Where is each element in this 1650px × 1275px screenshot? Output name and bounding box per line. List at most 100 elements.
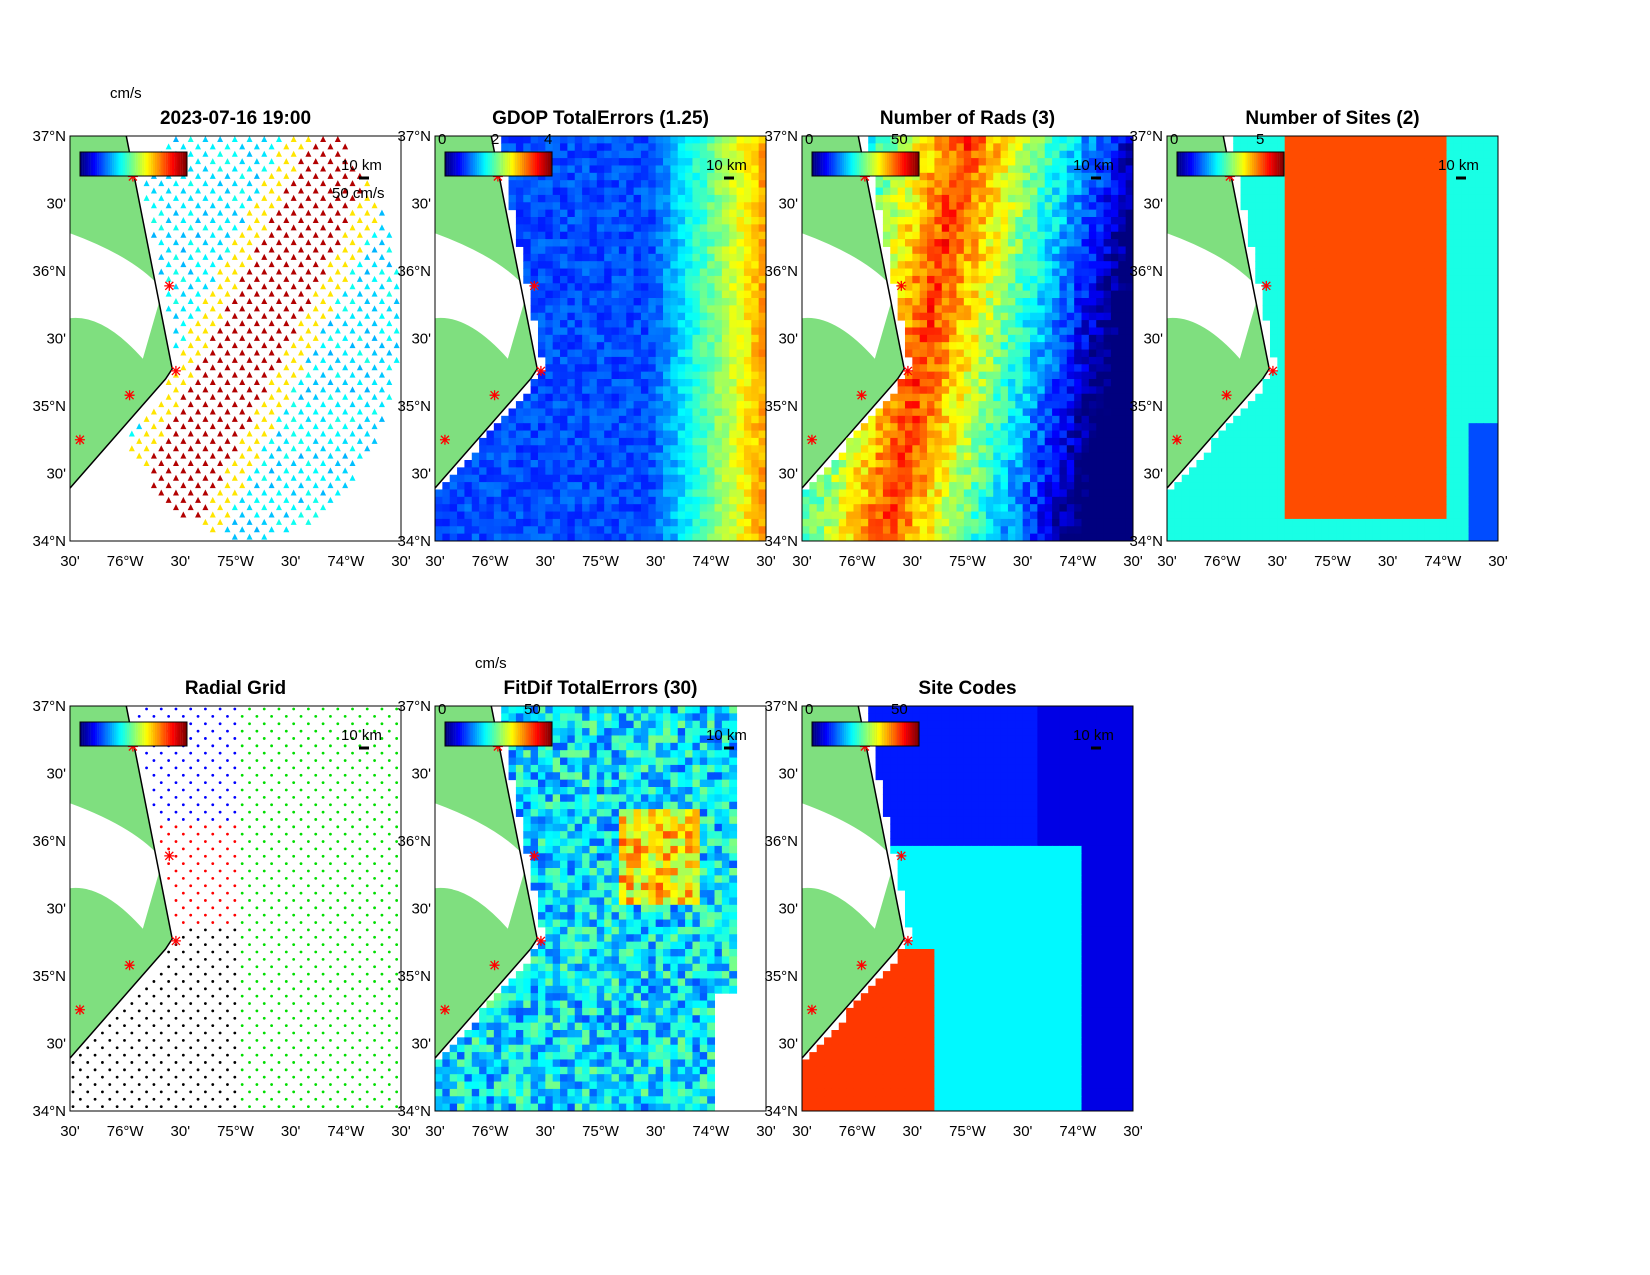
heatmap-cell (574, 187, 583, 196)
heatmap-cell (537, 379, 546, 387)
scale-bar-label: 10 km (1073, 157, 1114, 174)
heatmap-cell (904, 275, 913, 284)
heatmap-cell (758, 408, 766, 417)
heatmap-cell (743, 253, 752, 262)
heatmap-cell (1030, 268, 1038, 277)
heatmap-cell (1292, 150, 1300, 159)
heatmap-cell (714, 415, 723, 424)
heatmap-cell (1007, 408, 1016, 417)
heatmap-cell (699, 379, 708, 387)
heatmap-cell (751, 482, 760, 490)
heatmap-cell (1030, 239, 1038, 247)
current-vector (253, 482, 260, 489)
heatmap-cell (574, 327, 583, 336)
heatmap-cell (618, 312, 627, 321)
heatmap-cell (589, 158, 598, 166)
current-vector (231, 430, 238, 437)
heatmap-cell (1007, 393, 1016, 402)
heatmap-cell (919, 533, 928, 541)
heatmap-cell (985, 327, 994, 336)
current-vector (275, 165, 282, 172)
current-vector (172, 239, 179, 246)
heatmap-cell (721, 217, 730, 225)
heatmap-cell (596, 143, 605, 152)
current-vector (283, 423, 290, 430)
heatmap-cell (589, 379, 598, 387)
heatmap-cell (1088, 504, 1097, 513)
heatmap-cell (1037, 172, 1046, 181)
heatmap-cell (1052, 320, 1060, 328)
current-vector (305, 474, 312, 481)
heatmap-cell (626, 172, 635, 181)
heatmap-cell (758, 246, 766, 255)
current-vector (224, 482, 231, 489)
heatmap-cell (1022, 504, 1031, 513)
current-vector (364, 194, 371, 201)
heatmap-cell (545, 511, 554, 520)
heatmap-cell (1066, 136, 1075, 144)
current-vector (261, 401, 268, 408)
heatmap-cell (853, 489, 862, 498)
heatmap-cell (912, 320, 921, 328)
data-layer (435, 136, 766, 541)
heatmap-cell (897, 393, 906, 402)
heatmap-cell (530, 452, 539, 461)
heatmap-cell (729, 393, 738, 402)
heatmap-cell (508, 496, 517, 505)
heatmap-cell (618, 356, 627, 365)
heatmap-cell (596, 253, 605, 262)
heatmap-cell (1052, 202, 1060, 211)
heatmap-cell (707, 371, 716, 380)
heatmap-cell (875, 496, 884, 505)
heatmap-cell (1066, 526, 1075, 535)
heatmap-cell (604, 386, 613, 395)
heatmap-cell (663, 320, 671, 328)
heatmap-cell (963, 165, 972, 174)
heatmap-cell (655, 172, 664, 181)
heatmap-cell (1103, 253, 1112, 262)
heatmap-cell (537, 445, 546, 454)
current-vector (187, 298, 194, 304)
heatmap-cell (692, 253, 701, 262)
heatmap-cell (567, 474, 576, 483)
heatmap-cell (618, 180, 627, 189)
heatmap-cell (714, 526, 723, 535)
heatmap-cell (537, 371, 546, 380)
heatmap-cell (655, 379, 664, 387)
heatmap-cell (941, 275, 950, 284)
heatmap-cell (721, 187, 730, 196)
current-vector (224, 334, 231, 341)
heatmap-cell (626, 342, 635, 351)
heatmap-cell (1037, 312, 1046, 321)
current-vector (312, 408, 319, 415)
heatmap-cell (1030, 401, 1038, 409)
current-vector (349, 342, 356, 349)
heatmap-cell (721, 305, 730, 314)
heatmap-cell (685, 246, 693, 255)
heatmap-cell (1081, 209, 1090, 218)
heatmap-cell (1125, 209, 1133, 218)
heatmap-cell (736, 482, 745, 490)
heatmap-cell (919, 312, 928, 321)
y-tick-label: 34°N (764, 533, 798, 550)
heatmap-cell (626, 165, 635, 174)
heatmap-cell (1000, 320, 1009, 328)
heatmap-cell (978, 136, 987, 144)
heatmap-cell (1037, 268, 1046, 277)
heatmap-cell (985, 430, 994, 439)
heatmap-cell (618, 379, 627, 387)
heatmap-cell (736, 312, 745, 321)
heatmap-cell (751, 334, 760, 343)
heatmap-cell (1103, 180, 1112, 189)
heatmap-cell (1052, 386, 1060, 395)
heatmap-cell (1052, 504, 1060, 513)
current-vector (209, 172, 216, 179)
current-vector (378, 312, 385, 319)
heatmap-cell (604, 180, 613, 189)
current-vector (231, 445, 238, 452)
heatmap-cell (956, 342, 965, 351)
heatmap-cell (1262, 143, 1271, 152)
heatmap-cell (692, 415, 701, 424)
heatmap-cell (993, 415, 1002, 424)
heatmap-cell (567, 379, 576, 387)
